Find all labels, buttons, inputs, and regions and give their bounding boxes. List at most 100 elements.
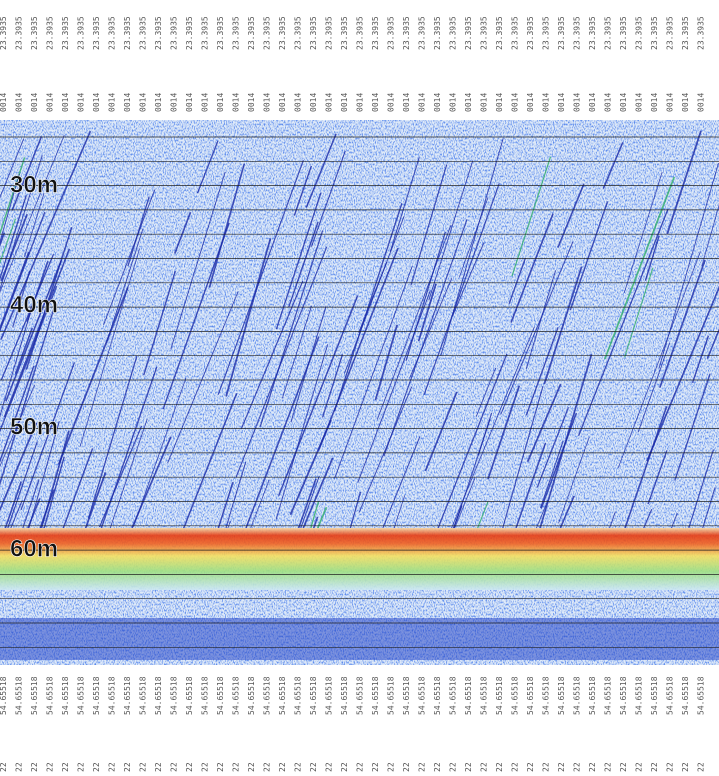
- coordinate-label: 54.65518: [170, 676, 179, 715]
- coordinate-label: 22: [557, 762, 566, 772]
- coordinate-label: 22: [433, 762, 442, 772]
- coordinate-label: 0014: [635, 93, 644, 112]
- coordinate-label: 0014: [61, 93, 70, 112]
- coordinate-label: 0014: [30, 93, 39, 112]
- coordinate-label: 54.65518: [449, 676, 458, 715]
- coordinate-label: 23.3935: [619, 16, 628, 50]
- coordinate-label: 22: [77, 762, 86, 772]
- coordinate-label: 54.65518: [387, 676, 396, 715]
- coordinate-label: 22: [108, 762, 117, 772]
- coordinate-label: 54.65518: [216, 676, 225, 715]
- coordinate-label: 0014: [154, 93, 163, 112]
- coordinate-label: 23.3935: [387, 16, 396, 50]
- coordinate-label: 22: [387, 762, 396, 772]
- coordinate-label: 54.65518: [588, 676, 597, 715]
- coordinate-label: 54.65518: [108, 676, 117, 715]
- coordinate-label: 54.65518: [92, 676, 101, 715]
- coordinate-label: 23.3935: [464, 16, 473, 50]
- coordinate-label: 23.3935: [449, 16, 458, 50]
- coordinate-label: 0014: [356, 93, 365, 112]
- coordinate-label: 23.3935: [650, 16, 659, 50]
- coordinate-label: 23.3935: [433, 16, 442, 50]
- coordinate-label: 22: [201, 762, 210, 772]
- coordinate-label: 0014: [418, 93, 427, 112]
- coordinate-label: 0014: [325, 93, 334, 112]
- coordinate-label: 23.3935: [185, 16, 194, 50]
- coordinate-label: 54.65518: [61, 676, 70, 715]
- bottom-echo: [0, 528, 719, 590]
- coordinate-label: 22: [526, 762, 535, 772]
- coordinate-label: 22: [154, 762, 163, 772]
- coordinate-label: 54.65518: [464, 676, 473, 715]
- coordinate-label: 0014: [139, 93, 148, 112]
- coordinate-label: 23.3935: [666, 16, 675, 50]
- coordinate-label: 0014: [650, 93, 659, 112]
- coordinate-label: 22: [371, 762, 380, 772]
- coordinate-label: 0014: [278, 93, 287, 112]
- coordinate-label: 0014: [77, 93, 86, 112]
- coordinate-label: 23.3935: [588, 16, 597, 50]
- coordinate-label: 23.3935: [635, 16, 644, 50]
- coordinate-label: 23.3935: [170, 16, 179, 50]
- depth-label: 40m: [10, 291, 58, 318]
- coordinate-label: 54.65518: [278, 676, 287, 715]
- coordinate-label: 54.65518: [511, 676, 520, 715]
- coordinate-label: 22: [604, 762, 613, 772]
- coordinate-label: 22: [573, 762, 582, 772]
- coordinate-label: 0014: [201, 93, 210, 112]
- coordinate-label: 23.3935: [139, 16, 148, 50]
- coordinate-label: 54.65518: [0, 676, 8, 715]
- coordinate-label: 22: [46, 762, 55, 772]
- coordinate-label: 23.3935: [526, 16, 535, 50]
- coordinate-label: 23.3935: [511, 16, 520, 50]
- coordinate-label: 22: [340, 762, 349, 772]
- coordinate-label: 23.3935: [418, 16, 427, 50]
- coordinate-label: 23.3935: [557, 16, 566, 50]
- coordinate-label: 23.3935: [61, 16, 70, 50]
- coordinate-label: 0014: [557, 93, 566, 112]
- coordinate-label: 54.65518: [418, 676, 427, 715]
- coordinate-label: 22: [666, 762, 675, 772]
- coordinate-label: 54.65518: [185, 676, 194, 715]
- coordinate-label: 23.3935: [216, 16, 225, 50]
- coordinate-label: 22: [588, 762, 597, 772]
- coordinate-label: 23.3935: [309, 16, 318, 50]
- coordinate-label: 0014: [216, 93, 225, 112]
- depth-label: 30m: [10, 171, 58, 198]
- coordinate-label: 23.3935: [108, 16, 117, 50]
- coordinate-label: 23.3935: [495, 16, 504, 50]
- coordinate-label: 54.65518: [495, 676, 504, 715]
- coordinate-label: 22: [247, 762, 256, 772]
- coordinate-label: 0014: [588, 93, 597, 112]
- coordinate-label: 0014: [495, 93, 504, 112]
- coordinate-label: 22: [402, 762, 411, 772]
- coordinate-label: 0014: [232, 93, 241, 112]
- coordinate-label: 0014: [573, 93, 582, 112]
- coordinate-label: 0014: [387, 93, 396, 112]
- coordinate-label: 22: [170, 762, 179, 772]
- coordinate-label: 23.3935: [604, 16, 613, 50]
- coordinate-label: 23.3935: [573, 16, 582, 50]
- coordinate-label: 54.65518: [604, 676, 613, 715]
- coordinate-label: 23.3935: [356, 16, 365, 50]
- coordinate-label: 23.3935: [340, 16, 349, 50]
- coordinate-label: 22: [263, 762, 272, 772]
- coordinate-label: 54.65518: [557, 676, 566, 715]
- coordinate-label: 0014: [0, 93, 8, 112]
- coordinate-label: 54.65518: [30, 676, 39, 715]
- coordinate-label: 23.3935: [294, 16, 303, 50]
- coordinate-label: 22: [511, 762, 520, 772]
- coordinate-label: 23.3935: [154, 16, 163, 50]
- coordinate-label: 23.3935: [15, 16, 24, 50]
- coordinate-label: 0014: [542, 93, 551, 112]
- coordinate-label: 0014: [170, 93, 179, 112]
- coordinate-label: 23.3935: [232, 16, 241, 50]
- coordinate-label: 23.3935: [247, 16, 256, 50]
- coordinate-label: 0014: [619, 93, 628, 112]
- coordinate-label: 22: [542, 762, 551, 772]
- coordinate-label: 0014: [526, 93, 535, 112]
- coordinate-label: 22: [418, 762, 427, 772]
- coordinate-label: 22: [185, 762, 194, 772]
- coordinate-label: 22: [309, 762, 318, 772]
- coordinate-label: 23.3935: [201, 16, 210, 50]
